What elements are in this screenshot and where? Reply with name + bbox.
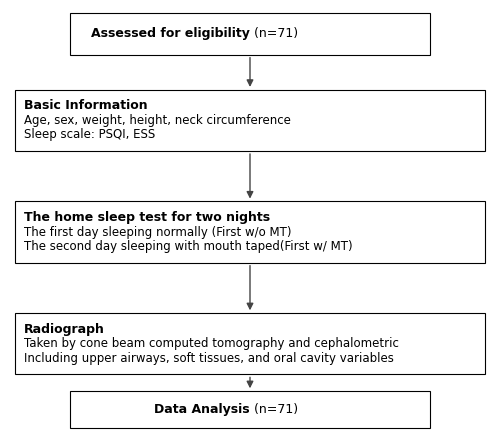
FancyBboxPatch shape (15, 313, 485, 374)
Text: Data Analysis: Data Analysis (154, 403, 250, 416)
Text: The second day sleeping with mouth taped(First w/ MT): The second day sleeping with mouth taped… (24, 240, 352, 253)
Text: Radiograph: Radiograph (24, 323, 105, 336)
Text: Assessed for eligibility: Assessed for eligibility (91, 28, 250, 40)
Text: Age, sex, weight, height, neck circumference: Age, sex, weight, height, neck circumfer… (24, 114, 291, 127)
Text: Taken by cone beam computed tomography and cephalometric: Taken by cone beam computed tomography a… (24, 337, 399, 350)
Text: (n=71): (n=71) (250, 28, 298, 40)
Text: (n=71): (n=71) (250, 403, 298, 416)
Text: Including upper airways, soft tissues, and oral cavity variables: Including upper airways, soft tissues, a… (24, 352, 394, 365)
Text: The first day sleeping normally (First w/o MT): The first day sleeping normally (First w… (24, 226, 291, 239)
FancyBboxPatch shape (70, 391, 430, 428)
Text: The home sleep test for two nights: The home sleep test for two nights (24, 211, 270, 224)
Text: Sleep scale: PSQI, ESS: Sleep scale: PSQI, ESS (24, 128, 155, 141)
FancyBboxPatch shape (15, 201, 485, 263)
FancyBboxPatch shape (15, 90, 485, 151)
Text: Basic Information: Basic Information (24, 99, 148, 113)
FancyBboxPatch shape (70, 13, 430, 55)
